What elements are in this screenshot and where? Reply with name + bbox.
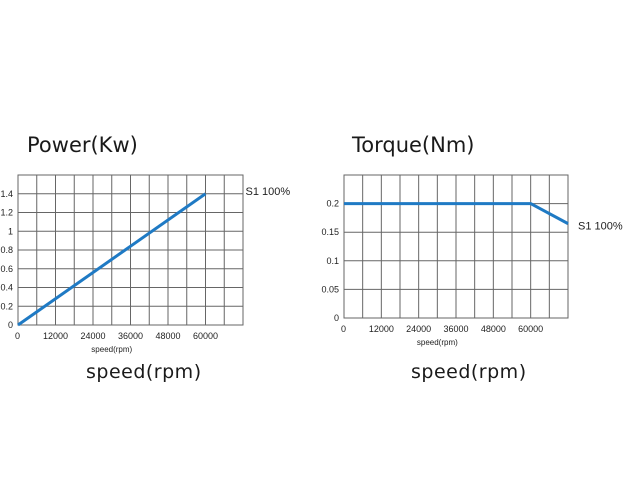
power-x-axis-label: speed(rpm) [91, 345, 132, 354]
power-y-tick-label: 1 [8, 226, 13, 236]
power-y-tick-label: 0.6 [0, 264, 13, 274]
torque-y-tick-label: 0.1 [326, 256, 339, 266]
power-x-caption: speed(rpm) [86, 361, 202, 383]
torque-x-axis-label: speed(rpm) [417, 338, 458, 347]
torque-x-tick-label: 48000 [481, 324, 506, 334]
power-y-tick-label: 1.2 [0, 208, 13, 218]
torque-series-line [344, 202, 569, 225]
power-x-tick-label: 36000 [118, 331, 143, 341]
torque-chart-title: Torque(Nm) [352, 133, 475, 157]
torque-x-caption: speed(rpm) [411, 361, 527, 383]
torque-y-tick-label: 0.15 [321, 227, 339, 237]
torque-x-tick-label: 36000 [443, 324, 468, 334]
torque-x-tick-label: 12000 [369, 324, 394, 334]
power-chart-title: Power(Kw) [27, 133, 138, 157]
power-series-line [17, 192, 207, 327]
power-x-tick-label: 48000 [155, 331, 180, 341]
power-x-tick-label: 24000 [80, 331, 105, 341]
power-x-tick-label: 60000 [193, 331, 218, 341]
power-y-tick-label: 0.4 [0, 283, 13, 293]
torque-x-tick-label: 0 [341, 324, 346, 334]
power-y-tick-label: 0 [8, 320, 13, 330]
torque-x-tick-label: 24000 [406, 324, 431, 334]
torque-y-tick-label: 0.2 [326, 199, 339, 209]
torque-x-tick-label: 60000 [518, 324, 543, 334]
power-y-tick-label: 0.2 [0, 301, 13, 311]
torque-y-tick-label: 0.05 [321, 284, 339, 294]
power-x-tick-label: 0 [15, 331, 20, 341]
power-y-tick-label: 1.4 [0, 189, 13, 199]
torque-y-tick-label: 0 [334, 313, 339, 323]
power-x-tick-label: 12000 [43, 331, 68, 341]
torque-series-label: S1 100% [578, 221, 623, 233]
power-series-label: S1 100% [246, 186, 291, 198]
power-y-tick-label: 0.8 [0, 245, 13, 255]
